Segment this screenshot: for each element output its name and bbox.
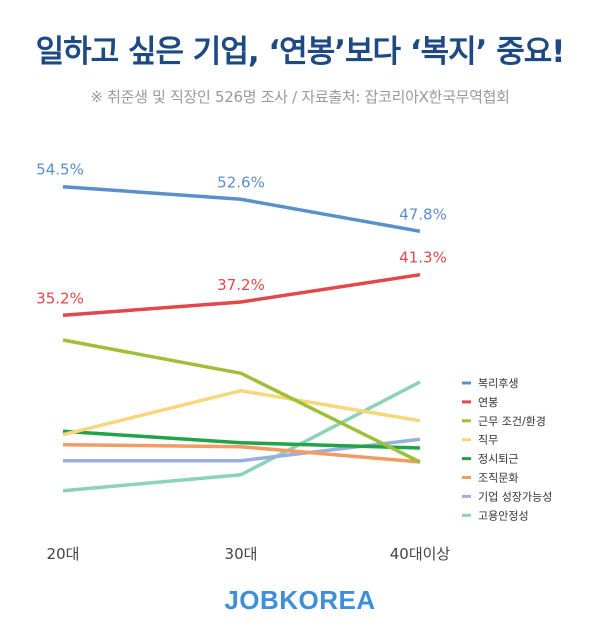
data-label-연봉-2: 41.3% — [399, 249, 447, 267]
data-label-연봉-0: 35.2% — [36, 289, 84, 307]
jobkorea-logo: JOBKOREA — [224, 585, 376, 615]
legend-label-정시퇴근: 정시퇴근 — [478, 453, 518, 466]
legend-label-복리후생: 복리후생 — [478, 377, 518, 390]
x-axis-ticks: 20대 30대 40대이상 — [47, 545, 451, 563]
series-line-근무-조건-환경 — [62, 338, 421, 464]
legend-label-근무-조건-환경: 근무 조건/환경 — [478, 415, 546, 428]
data-labels: 54.5% 52.6% 47.8% 35.2% 37.2% 41.3% — [36, 161, 447, 308]
legend-label-연봉: 연봉 — [478, 396, 498, 409]
x-tick-label-1: 30대 — [225, 545, 258, 563]
chart-subtitle: ※ 취준생 및 직장인 526명 조사 / 자료출처: 잡코리아X한국무역협회 — [90, 88, 510, 106]
series-lines — [62, 184, 421, 493]
series-line-직무 — [62, 388, 421, 437]
data-label-복리후생-0: 54.5% — [36, 161, 84, 179]
chart-title: 일하고 싶은 기업, ‘연봉’보다 ‘복지’ 중요! — [35, 34, 566, 70]
series-line-복리후생 — [62, 184, 421, 234]
series-line-연봉 — [62, 272, 421, 318]
x-tick-label-0: 20대 — [47, 545, 80, 563]
series-line-고용안정성 — [62, 380, 421, 493]
legend-label-기업-성장가능성: 기업 성장가능성 — [478, 490, 552, 503]
data-label-연봉-1: 37.2% — [217, 276, 265, 294]
data-label-복리후생-1: 52.6% — [217, 173, 265, 191]
data-label-복리후생-2: 47.8% — [399, 205, 447, 223]
series-line-정시퇴근 — [62, 429, 421, 450]
series-line-조직문화 — [62, 442, 421, 464]
x-tick-label-2: 40대이상 — [390, 545, 451, 563]
legend-label-직무: 직무 — [478, 434, 498, 447]
legend-label-고용안정성: 고용안정성 — [478, 509, 529, 522]
legend-label-조직문화: 조직문화 — [478, 472, 518, 485]
